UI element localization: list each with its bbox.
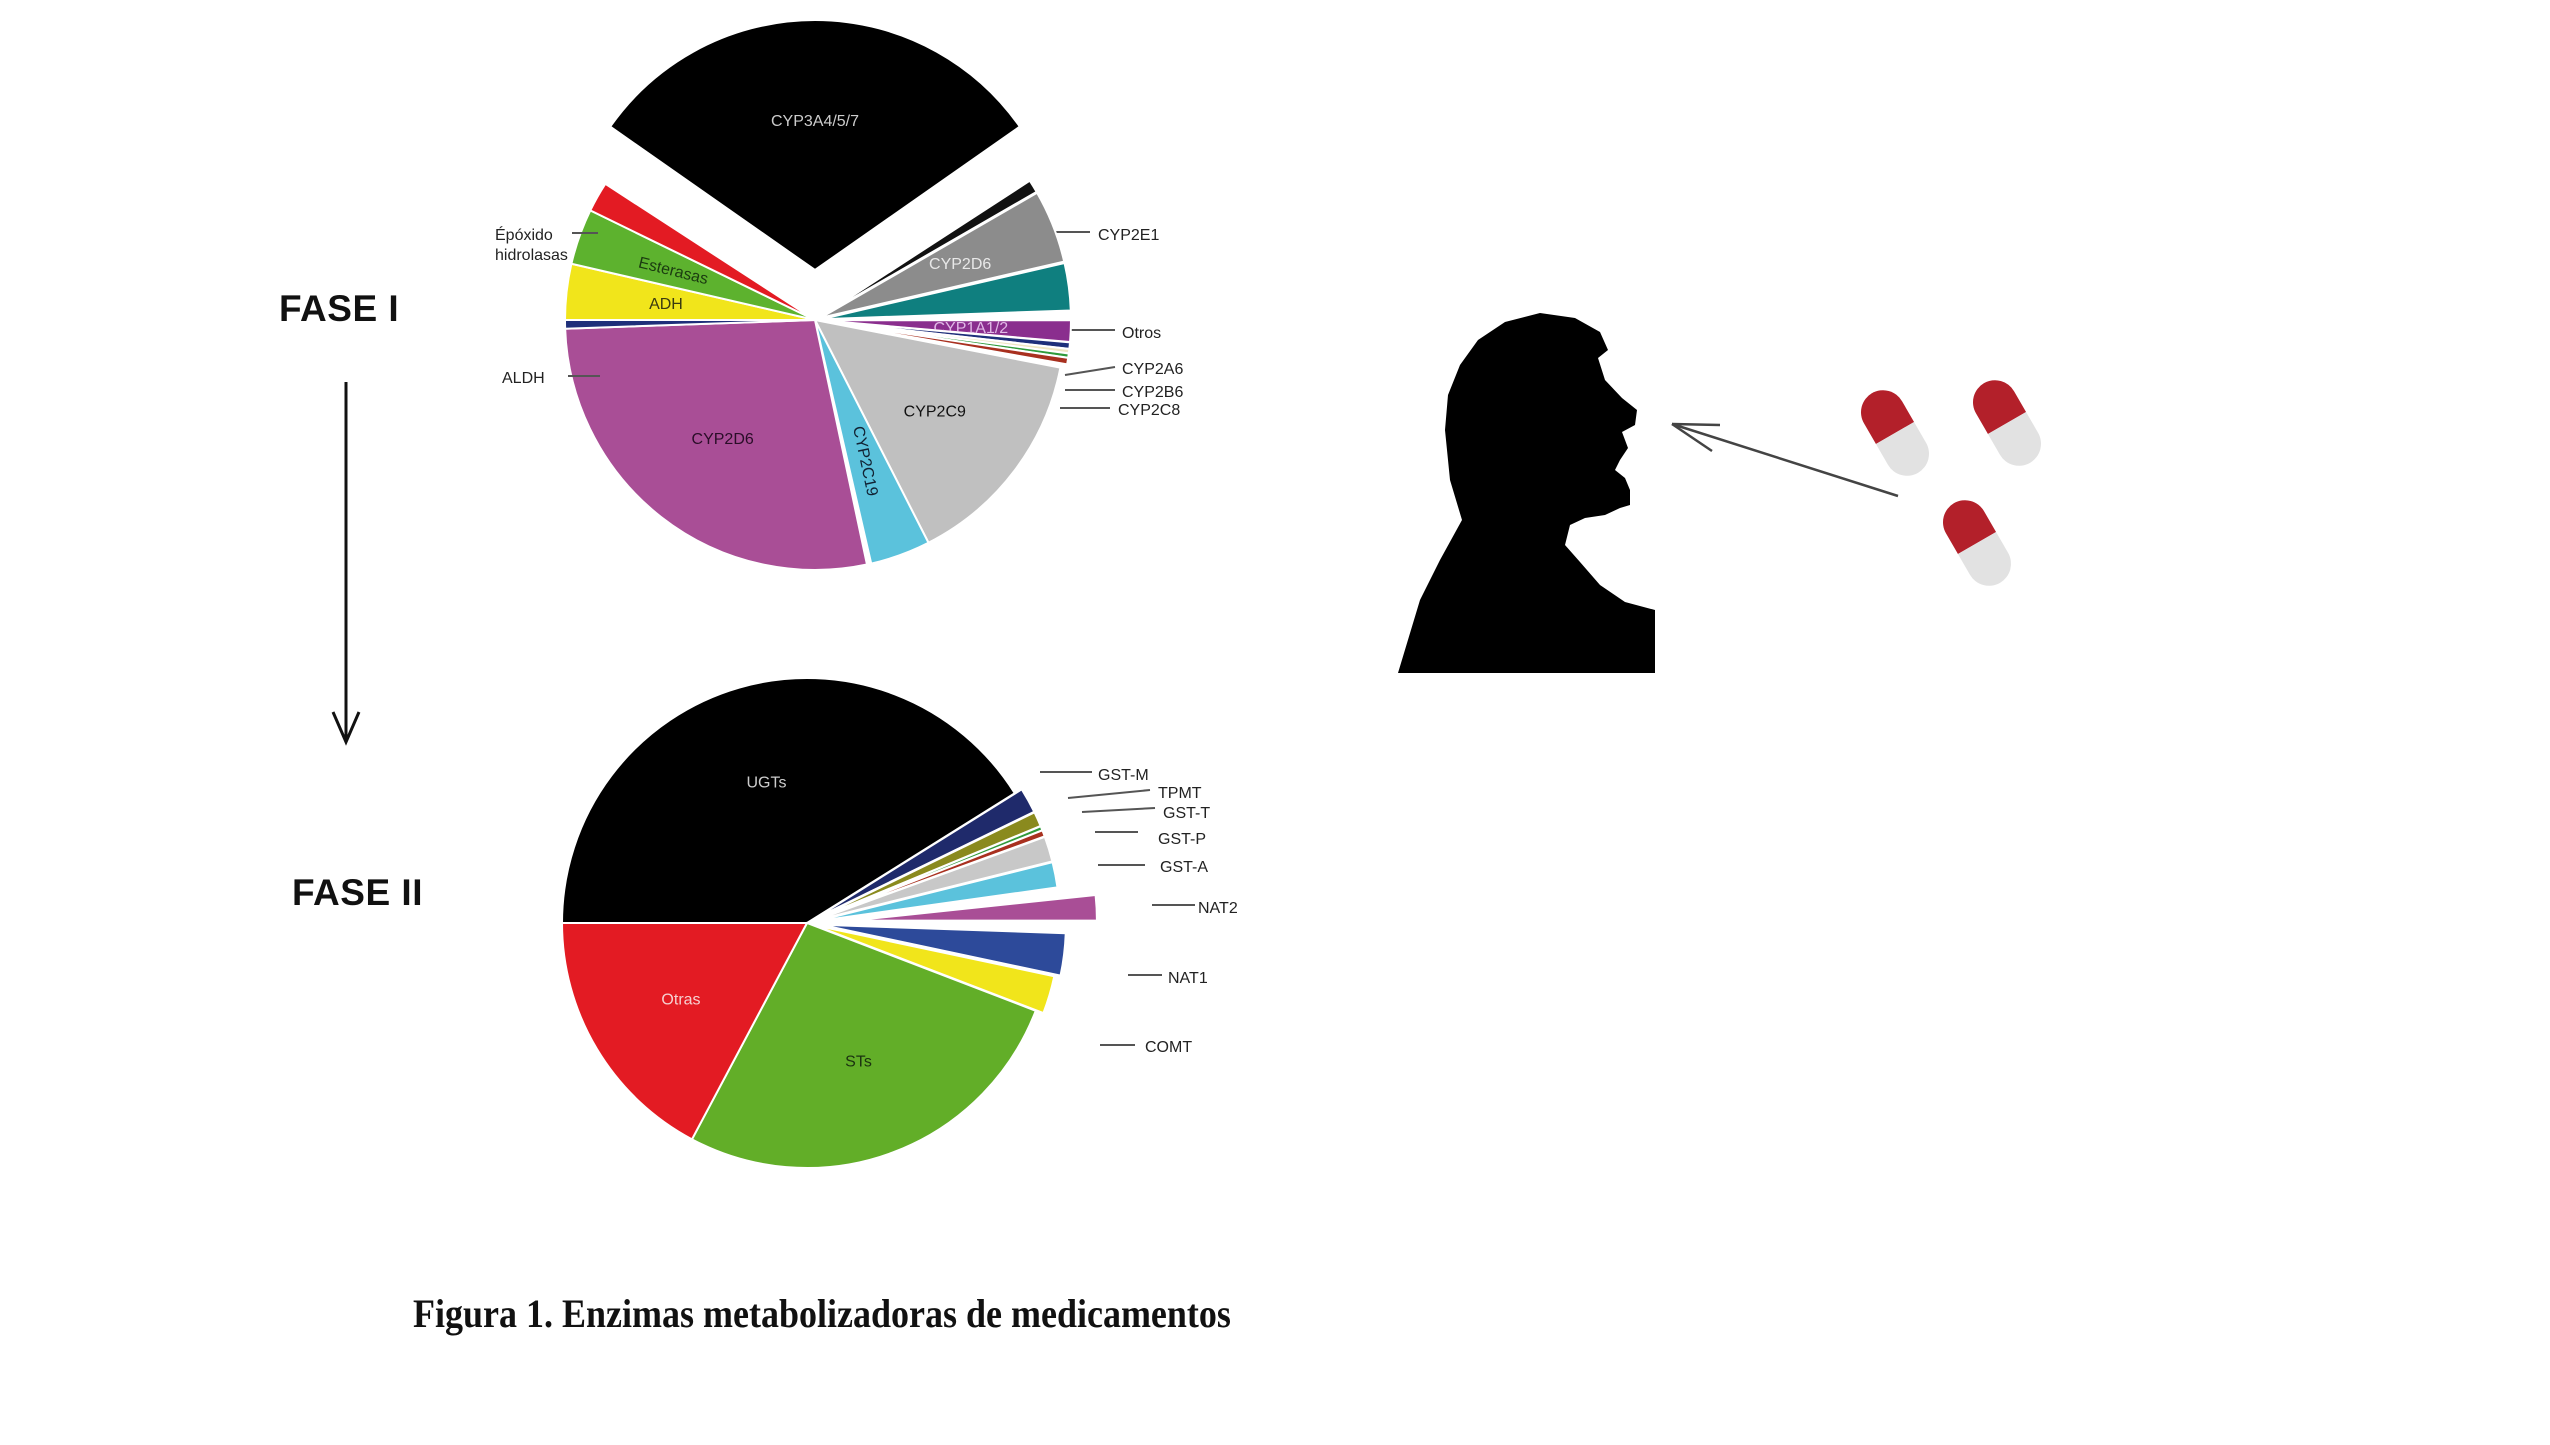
pill-capsule-icon [1861,390,1929,476]
slice-label: UGTs [746,775,786,792]
pill-capsule-icon [1973,380,2041,466]
pie-slice-cyp2e1 [819,179,1038,318]
figure-caption: Figura 1. Enzimas metabolizadoras de med… [413,1291,1231,1336]
slice-label: CYP3A4/5/7 [771,113,859,130]
pie-chart-fase-2: UGTs GST-M TPMT GST-T GST-P GST-A NAT2 NAT1 COMT… [560,677,1238,1169]
slice-callout-label: NAT1 [1168,970,1208,987]
pie-slice-cyp2c9 [813,318,1062,545]
slice-callout-label: NAT2 [1198,900,1238,917]
pie-slice-otros [820,261,1072,321]
pills-group [1861,380,2041,586]
slice-callout-label: Otros [1122,325,1161,342]
slice-callout-label: CYP2C8 [1118,402,1180,419]
leader-line [1081,807,1156,813]
slice-label: CYP2D6 [692,431,754,448]
pie-slice-cyp2d6 [820,191,1066,319]
pie-chart-fase-1: CYP3A4/5/7CYP2E1CYP2D6OtrosCYP1A1/2CYP2A… [495,19,1183,571]
intake-arrow-icon [1671,422,1899,498]
slice-callout-label: COMT [1145,1039,1192,1056]
phase-1-label: FASE I [279,288,400,329]
pie-slice-cyp3a4-5-7 [608,19,1022,272]
pie-slice-comt [814,924,1056,1015]
leader-line [1064,366,1116,376]
pie-slice-nat1 [820,923,1067,977]
phase-2-label: FASE II [292,872,423,913]
pie-slice--p-xido-hidrolasas [588,182,816,321]
slice-callout-label: CYP2A6 [1122,361,1183,378]
slice-callout-label: ALDH [502,370,545,387]
pill-capsule-icon [1943,500,2011,586]
pie-slice-cyp2c19 [814,319,930,565]
slice-label: STs [845,1054,872,1071]
slice-callout-label: GST-A [1160,859,1208,876]
slice-callout-label: Épóxido [495,225,553,244]
pie-slice-cyp2d6 [564,318,869,571]
slice-callout-label: hidrolasas [495,247,568,264]
slice-callout-label: CYP2E1 [1098,227,1159,244]
slice-label: Otras [661,992,700,1009]
slice-label: ADH [649,296,683,313]
illustration [1398,313,2041,673]
slice-label: CYP2C9 [904,403,966,420]
slice-callout-label: CYP2B6 [1122,384,1183,401]
pie-slice-cyp2c8 [820,319,1070,366]
pie-slice-otras [560,922,809,1141]
leader-line [1067,789,1151,799]
slice-callout-label: GST-T [1163,805,1210,822]
slice-callout-label: TPMT [1158,785,1202,802]
slice-callout-label: GST-M [1098,767,1149,784]
pie-slice-nat2 [851,893,1098,922]
pie-slice-ugts [560,677,1017,924]
phase-down-arrow-icon [331,382,361,746]
pie-slice-gst-a [814,860,1059,923]
slice-label: CYP2D6 [929,256,991,273]
pie-slice-sts [690,921,1038,1169]
person-silhouette-icon [1398,313,1655,673]
slice-callout-label: GST-P [1158,831,1206,848]
